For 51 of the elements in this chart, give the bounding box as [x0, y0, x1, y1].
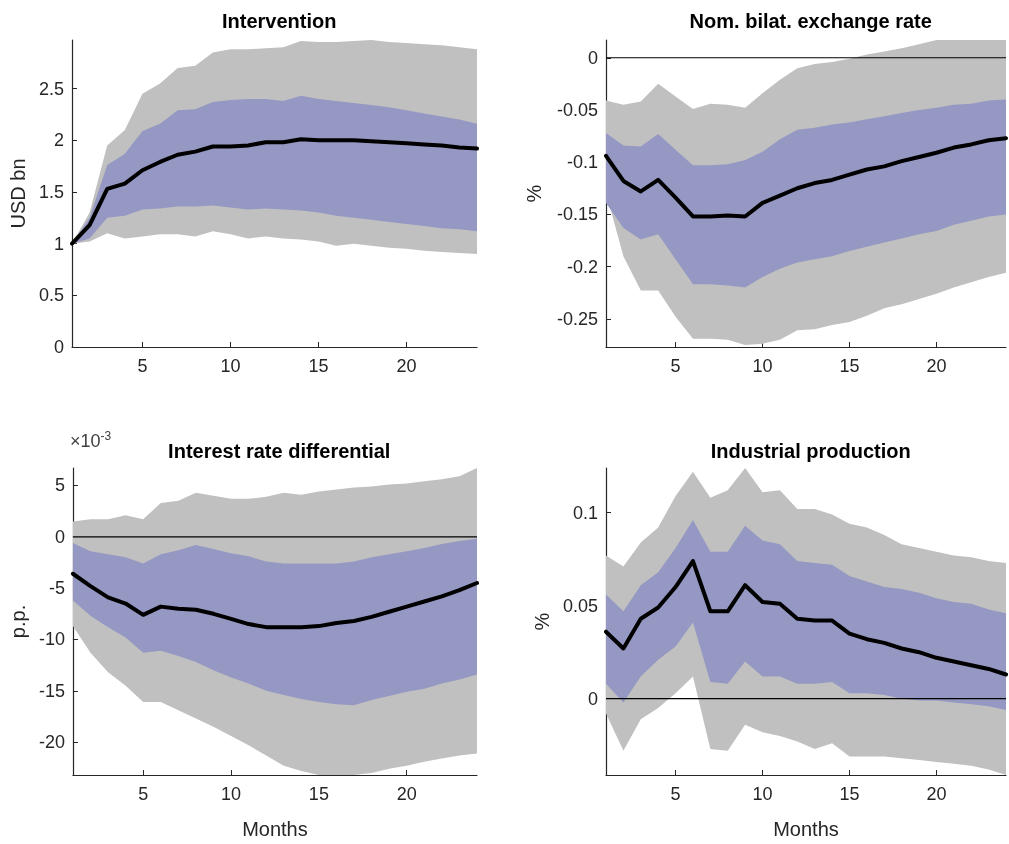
chart-title: Nom. bilat. exchange rate [689, 10, 932, 32]
chart-title: Intervention [222, 10, 337, 32]
y-tick-label: -15 [38, 680, 65, 701]
x-tick-label: 15 [308, 356, 329, 376]
y-tick-label: 0.1 [572, 502, 598, 523]
y-axis-title: % [522, 184, 545, 203]
y-tick-label: 0 [53, 337, 64, 357]
x-tick-label: 5 [138, 784, 149, 804]
x-axis-title: Months [242, 818, 308, 840]
y-tick-label: 0.05 [562, 595, 598, 616]
x-tick-label: 10 [752, 784, 773, 804]
x-tick-label: 15 [308, 784, 329, 804]
x-tick-label: 5 [670, 356, 681, 376]
y-tick-label: 0 [587, 688, 598, 709]
y-tick-label: -0.25 [556, 308, 598, 329]
y-tick-label: -10 [38, 629, 65, 650]
chart-title: Interest rate differential [168, 440, 391, 462]
x-tick-label: 15 [838, 356, 859, 376]
y-tick-label: -0.2 [566, 256, 598, 277]
y-tick-label: 0 [54, 526, 65, 547]
chart-title: Industrial production [710, 440, 911, 462]
y-tick-label: -0.15 [556, 204, 598, 225]
x-tick-label: 20 [925, 784, 946, 804]
y-tick-label: 0 [587, 47, 598, 68]
line-series [70, 571, 479, 630]
x-tick-label: 10 [752, 356, 773, 376]
line-series [603, 136, 1008, 219]
x-tick-label: 20 [396, 784, 417, 804]
x-tick-label: 20 [396, 356, 417, 376]
line-series [70, 137, 479, 246]
y-tick-label: 2 [53, 130, 64, 151]
y-axis-title: p.p. [7, 604, 29, 639]
y-tick-label: -0.1 [566, 152, 598, 173]
x-tick-label: 5 [670, 784, 681, 804]
x-tick-label: 10 [220, 356, 241, 376]
line-series [603, 559, 1008, 677]
x-tick-label: 5 [137, 356, 148, 376]
x-tick-label: 15 [838, 784, 859, 804]
y-axis-title: USD bn [7, 158, 30, 229]
y-tick-label: -20 [38, 732, 65, 753]
y-tick-label: -5 [48, 578, 65, 599]
x-tick-label: 10 [221, 784, 242, 804]
y-tick-label: 0.5 [38, 285, 64, 306]
x-tick-label: 20 [925, 356, 946, 376]
x-axis-title: Months [772, 818, 839, 840]
y-tick-label: 2.5 [38, 78, 64, 99]
y-tick-label: -0.05 [556, 99, 598, 120]
y-tick-label: 5 [54, 475, 65, 496]
y-tick-label: 1.5 [38, 181, 64, 202]
y-axis-title: % [530, 612, 553, 631]
y-tick-label: 1 [53, 233, 64, 254]
